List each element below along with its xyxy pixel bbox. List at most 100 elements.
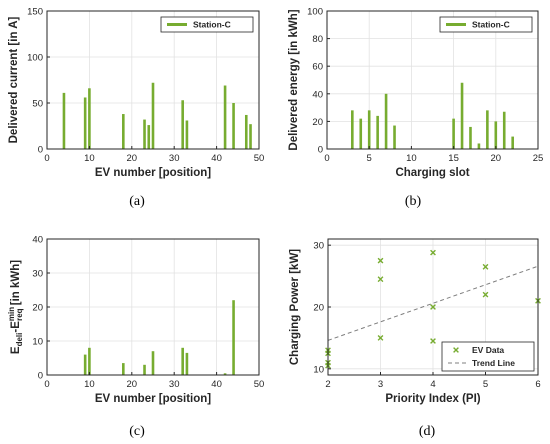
legend-box	[439, 16, 533, 33]
point-d-11	[482, 263, 489, 270]
point-d-7	[430, 338, 436, 344]
tick-label-y: 10	[32, 337, 43, 348]
tick-label-x: 50	[254, 153, 265, 164]
x-axis-label: EV number [position]	[95, 393, 211, 405]
bar-a-4	[62, 92, 66, 149]
tick-label-x: 20	[127, 379, 138, 390]
tick-label-y: 20	[312, 117, 323, 128]
tick-label-y: 10	[313, 364, 324, 375]
bar-b-15	[452, 118, 455, 149]
caption-c: (c)	[129, 424, 145, 439]
y-axis-label-part: E	[10, 346, 22, 354]
bar-b-17	[469, 126, 472, 149]
bar-c-25	[151, 351, 155, 375]
bar-b-19	[486, 110, 489, 149]
bar-c-10	[88, 347, 91, 375]
legend-d: EV Data Trend Line	[441, 341, 535, 372]
tick-label-y: 30	[32, 269, 43, 280]
point-mark	[377, 335, 384, 341]
point-mark	[482, 263, 489, 270]
tick-label-y: 0	[318, 145, 323, 156]
y-axis-label: Charging Power [kW]	[289, 249, 301, 365]
y-axis-label-part: -E	[10, 321, 22, 333]
legend-label: EV Data	[472, 345, 504, 355]
tick-label-y: 0	[38, 371, 43, 382]
bar-a-44	[232, 103, 235, 149]
tick-label-y: 80	[312, 34, 323, 45]
tick-label-y: 0	[38, 145, 43, 156]
point-mark	[430, 304, 436, 310]
tick-label-x: 30	[169, 379, 180, 390]
tick-label-x: 3	[378, 379, 383, 390]
point-mark	[377, 257, 384, 264]
y-axis-label-part: [in kWh]	[10, 260, 22, 309]
point-mark	[430, 249, 436, 256]
point-d-6	[377, 257, 384, 264]
bar-a-32	[181, 100, 184, 149]
bar-c-42	[223, 373, 227, 375]
y-axis-label-part: min	[7, 307, 16, 321]
y-axis-label: Delivered energy [in kWh]	[288, 9, 300, 150]
tick-label-y: 100	[27, 53, 43, 64]
legend-label: Station-C	[193, 20, 231, 30]
bar-b-16	[460, 82, 464, 149]
x-axis-label: EV number [position]	[95, 167, 211, 179]
point-mark	[377, 276, 384, 283]
tick-label-y: 60	[312, 62, 323, 73]
bar-a-25	[151, 82, 155, 149]
bar-b-18	[477, 143, 481, 149]
x-axis-label: Charging slot	[395, 167, 469, 179]
point-d-4	[377, 335, 384, 341]
tick-label-x: 5	[367, 153, 372, 164]
legend-a: Station-C	[160, 16, 254, 33]
tick-label-x: 2	[325, 379, 330, 390]
tick-label-y: 150	[27, 7, 43, 18]
bar-b-3	[351, 110, 354, 149]
bar-b-21	[502, 111, 506, 149]
y-axis-label-part: deli	[15, 333, 24, 347]
tick-label-x: 50	[254, 379, 265, 390]
tick-label-x: 40	[211, 379, 222, 390]
bar-c-9	[83, 354, 87, 375]
bar-a-24	[147, 125, 151, 149]
tick-label-x: 0	[44, 379, 49, 390]
bar-b-20	[494, 121, 498, 149]
point-d-5	[377, 276, 384, 283]
legend-box	[160, 16, 254, 33]
tick-label-x: 4	[430, 379, 435, 390]
point-d-9	[430, 249, 436, 256]
bar-a-33	[185, 120, 189, 149]
chart-d: 2 3 4 5 6 10 20 30 Priority Index (PI) Charging P…	[289, 238, 541, 439]
bar-a-42	[223, 85, 227, 149]
tick-label-y: 20	[32, 303, 43, 314]
bar-c-23	[143, 364, 146, 375]
tick-label-x: 10	[84, 153, 95, 164]
tick-label-y: 100	[307, 7, 323, 18]
bar-b-8	[393, 125, 396, 149]
bar-b-7	[384, 93, 388, 149]
y-axis-label: Delivered current [in A]	[8, 16, 20, 143]
bar-b-22	[511, 136, 514, 149]
bar-a-18	[122, 114, 125, 149]
x-axis-label: Priority Index (PI)	[385, 393, 480, 405]
tick-label-x: 40	[211, 153, 222, 164]
legend-b: Station-C	[439, 16, 533, 33]
bar-a-48	[249, 124, 252, 149]
caption-b: (b)	[405, 194, 422, 209]
tick-label-x: 0	[44, 153, 49, 164]
bar-c-18	[122, 363, 125, 375]
legend-marker	[453, 347, 459, 353]
bar-b-6	[376, 115, 379, 149]
bar-a-47	[244, 114, 248, 149]
tick-label-x: 0	[324, 153, 329, 164]
legend-box	[441, 341, 535, 372]
tick-label-x: 30	[169, 153, 180, 164]
tick-label-x: 10	[406, 153, 417, 164]
tick-label-y: 40	[32, 235, 43, 246]
tick-label-y: 30	[313, 241, 324, 252]
legend-label: Trend Line	[472, 358, 515, 368]
tick-label-y: 50	[32, 99, 43, 110]
